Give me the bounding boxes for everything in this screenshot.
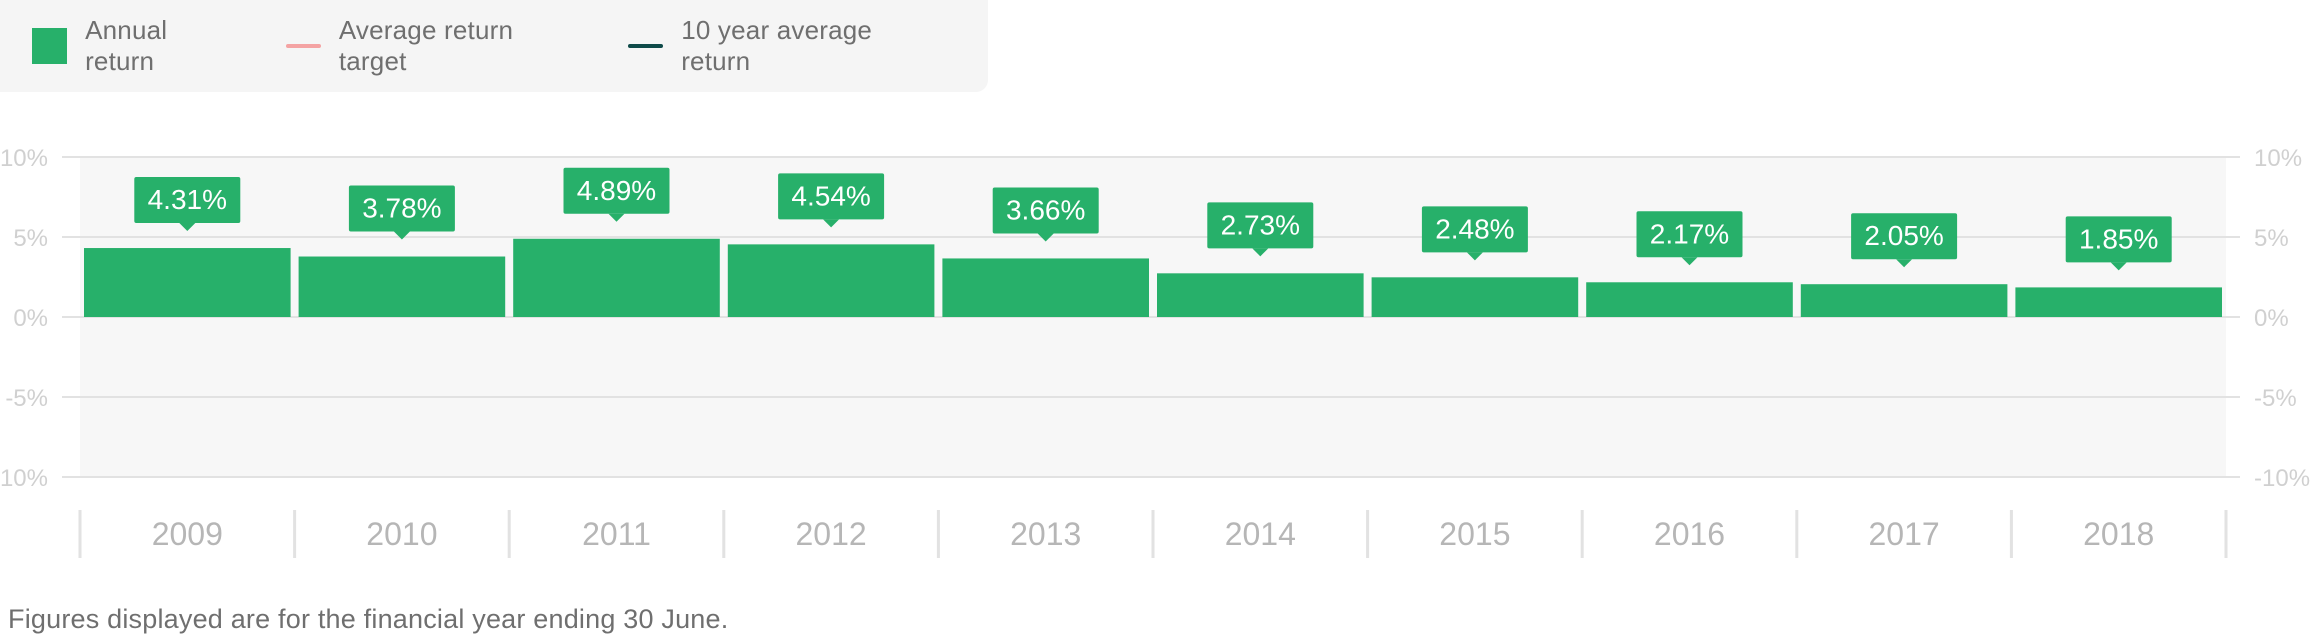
chart-legend: Annual return Average return target 10 y… (0, 0, 988, 92)
data-label-bubble (348, 185, 455, 232)
ten-year-average-swatch (628, 44, 664, 48)
x-category-label: 2012 (796, 516, 867, 552)
x-category-label: 2014 (1225, 516, 1296, 552)
legend-item-annual-return[interactable]: Annual return (32, 15, 240, 77)
data-label: 3.78% (362, 193, 441, 224)
legend-label-annual-return: Annual return (85, 15, 168, 76)
x-category-label: 2011 (582, 516, 651, 552)
data-label-pointer (1466, 252, 1483, 261)
footnote: Figures displayed are for the financial … (8, 604, 729, 634)
data-label: 3.66% (1006, 194, 1085, 225)
y-tick-label-left: -5% (5, 385, 48, 412)
y-tick-label-right: -5% (2254, 385, 2297, 412)
data-label-pointer (1896, 259, 1913, 268)
legend-label-ten-year-average: 10 year average return (681, 15, 873, 76)
data-label-pointer (608, 213, 625, 222)
y-tick-label-left: 0% (13, 305, 48, 332)
data-label-bubble (992, 187, 1099, 234)
data-label-bubble (1636, 211, 1743, 258)
y-tick-label-left: 5% (13, 225, 48, 252)
data-label-pointer (393, 231, 410, 240)
data-label-pointer (823, 219, 840, 228)
bar-2010 (298, 256, 506, 317)
data-label-bubble (1207, 202, 1314, 249)
bar-2018 (2015, 287, 2222, 317)
y-tick-label-right: 5% (2254, 225, 2289, 252)
bar-2013 (942, 258, 1149, 317)
legend-item-ten-year-average[interactable]: 10 year average return (628, 15, 942, 77)
data-label-bubble (1851, 213, 1958, 260)
data-label-pointer (2110, 262, 2127, 271)
x-category-label: 2016 (1654, 516, 1725, 552)
bar-chart: 10% 10% 5% 5% 0% 0% -5% -5% -10% -10% 4.31% 2009 3.7… (0, 145, 2310, 558)
annual-return-swatch (32, 28, 68, 64)
x-category-label: 2015 (1439, 516, 1510, 552)
x-category-label: 2013 (1010, 516, 1081, 552)
average-target-swatch (285, 44, 321, 48)
data-label-bubble (2065, 216, 2172, 263)
y-tick-label-left: -10% (0, 465, 48, 492)
x-category-label: 2017 (1869, 516, 1940, 552)
bar-2015 (1371, 277, 1579, 317)
bar-2016 (1586, 282, 1793, 317)
bar-2011 (513, 238, 720, 317)
data-label-pointer (1681, 257, 1698, 266)
x-category-label: 2018 (2083, 516, 2154, 552)
x-category-label: 2009 (152, 516, 223, 552)
bar-2009 (84, 248, 291, 317)
data-label-bubble (778, 173, 885, 220)
data-label-bubble (563, 167, 670, 214)
data-label-bubble (134, 177, 241, 224)
data-label-pointer (179, 223, 196, 232)
data-label: 2.17% (1650, 218, 1729, 249)
data-label-pointer (1252, 248, 1269, 257)
data-label: 1.85% (2079, 223, 2158, 254)
data-label: 4.54% (791, 180, 870, 211)
x-category-label: 2010 (366, 516, 437, 552)
bar-2017 (1800, 284, 2008, 317)
y-tick-label-right: -10% (2254, 465, 2310, 492)
legend-label-average-target: Average return target (338, 15, 514, 76)
y-tick-label-right: 10% (2254, 145, 2302, 172)
bar-2014 (1157, 273, 1364, 317)
data-label: 4.31% (148, 184, 227, 215)
data-label: 2.05% (1864, 220, 1943, 251)
bar-2012 (727, 244, 935, 317)
data-label-pointer (1037, 233, 1054, 242)
y-tick-label-right: 0% (2254, 305, 2289, 332)
data-label: 2.48% (1435, 213, 1514, 244)
legend-item-average-target[interactable]: Average return target (285, 15, 582, 77)
data-label: 2.73% (1221, 209, 1300, 240)
data-label: 4.89% (577, 175, 656, 206)
y-tick-label-left: 10% (0, 145, 48, 172)
data-label-bubble (1421, 206, 1528, 253)
